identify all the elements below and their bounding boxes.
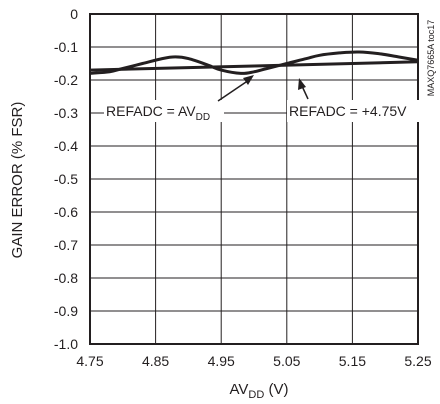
y-tick-label: -0.4	[54, 138, 78, 154]
annotation-bg-avdd	[104, 100, 224, 122]
annotation-arrow-avdd	[217, 79, 250, 102]
plot-frame	[89, 13, 419, 345]
series-line-2	[89, 60, 419, 72]
y-tick-label: -0.3	[54, 105, 78, 121]
x-tick-label: 5.25	[404, 353, 431, 369]
y-tick-labels: 0 -0.1 -0.2 -0.3 -0.4 -0.5 -0.6 -0.7 -0.8 -0.9 -1.…	[54, 6, 78, 352]
y-tick-label: -0.9	[54, 303, 78, 319]
annotation-arrowhead-avdd	[243, 75, 254, 85]
y-tick-label: -0.2	[54, 72, 78, 88]
x-tick-labels: 4.75 4.85 4.95 5.05 5.15 5.25	[76, 353, 431, 369]
y-tick-label: -0.7	[54, 237, 78, 253]
annotation-arrow-475v	[301, 85, 309, 100]
x-tick-label: 5.05	[273, 353, 300, 369]
x-tick-label: 4.85	[142, 353, 169, 369]
x-axis-title: AVDD (V)	[230, 381, 289, 401]
y-tick-label: -1.0	[54, 336, 78, 352]
y-tick-label: -0.1	[54, 39, 78, 55]
y-tick-label: -0.5	[54, 171, 78, 187]
x-tick-label: 5.15	[339, 353, 366, 369]
series-line-1	[89, 50, 419, 75]
x-tick-label: 4.95	[208, 353, 235, 369]
annotation-avdd: REFADC = AVDD	[106, 103, 210, 123]
y-tick-label: -0.6	[54, 204, 78, 220]
y-tick-label: 0	[70, 6, 78, 22]
x-tick-label: 4.75	[76, 353, 103, 369]
y-axis-title: GAIN ERROR (% FSR)	[9, 102, 26, 259]
series-lines	[89, 50, 419, 75]
y-tick-label: -0.8	[54, 270, 78, 286]
annotation-bg-475	[287, 100, 419, 122]
annotation-arrowhead-475v	[298, 78, 306, 90]
figure-code: MAXQ7665A toc17	[426, 20, 436, 97]
annotation-475v: REFADC = +4.75V	[289, 103, 407, 119]
